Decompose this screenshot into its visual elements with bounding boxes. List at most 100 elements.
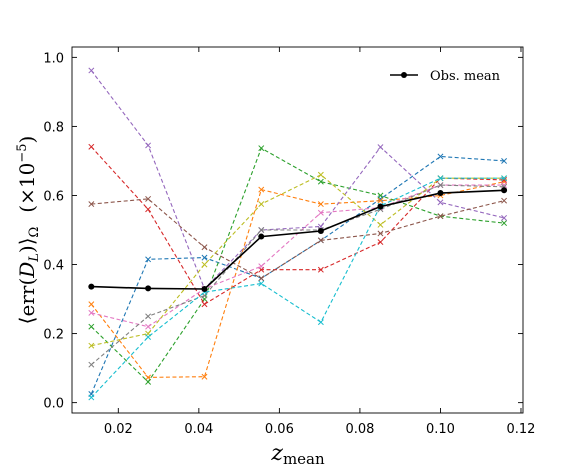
x-axis-label: zmean [270,441,325,465]
legend-label: Obs. mean [430,69,501,84]
series-6-point [317,237,324,244]
series-3-point [88,323,95,330]
series-4-point [201,301,208,308]
series-2-point [88,301,95,308]
x-tick-label: 0.12 [507,422,536,437]
series-7-point [258,263,265,270]
series-4-point [377,239,384,246]
series-4-point [317,266,324,273]
series-2-point [377,197,384,204]
plot-frame [71,46,524,414]
series-5-point [145,142,152,149]
mean-series-point [258,233,265,240]
series-9-point [258,201,265,208]
series-6-point [88,201,95,208]
series-10-point [145,334,152,340]
y-axis-label: ⟨err(DL)⟩Ω (×10−5) [15,136,42,325]
series-6-point [258,275,265,282]
series-5-point [437,199,444,206]
series-1-point [201,254,208,261]
series-1-point [501,157,508,164]
series-6-point [145,195,152,202]
series-2-point [258,186,265,193]
x-axis-label-sub: mean [283,450,325,465]
mean-series-point [377,203,384,210]
series-4-point [88,143,95,150]
series-line-6 [91,198,505,279]
series-10-point [317,319,324,326]
series-8-point [437,182,444,189]
series-line-3 [90,147,505,383]
series-10-point [501,175,508,182]
series-7-point [317,209,324,216]
y-axis-label-paren: ) [15,136,39,144]
series-line-2 [90,181,505,378]
legend-marker [401,72,407,78]
y-axis-label-open: ⟨err( [15,278,39,325]
series-2-point [145,374,152,381]
series-5-point [88,67,95,74]
series-10-point [88,394,95,401]
mean-series-point [88,283,95,290]
x-tick-label: 0.04 [184,422,213,437]
mean-series-point [145,285,152,292]
y-tick-label: 0.6 [43,189,64,204]
series-3-point [145,378,152,385]
mean-series-point [317,228,324,235]
mean-series-point [501,187,508,194]
x-tick-label: 0.10 [426,422,455,437]
y-axis-label-close: )⟩ [15,237,39,253]
series-5-point [377,144,384,151]
mean-series-point [437,190,444,197]
y-tick-label: 0.4 [43,259,64,274]
series-5-point [501,214,508,221]
x-tick-label: 0.08 [345,422,374,437]
y-axis-label-exp: −5 [15,143,30,162]
series-line-5 [90,70,505,290]
legend: Obs. mean [390,69,501,84]
series-line-4 [90,146,505,305]
series-10-point [437,175,444,182]
y-axis-label-d: D [15,262,39,279]
series-8-point [88,361,95,368]
axis-ticks: 0.02 0.04 0.06 0.08 0.10 0.12 0.0 0.2 0.4 0.6 0.8 1… [43,47,535,437]
series-9-point [377,221,384,228]
series-3-point [377,192,384,199]
y-tick-label: 0.0 [43,397,64,412]
mean-series-layer [88,187,508,293]
series-9-point [88,342,95,349]
y-tick-label: 1.0 [43,51,64,66]
series-9-point [201,261,208,268]
y-axis-label-mult: (×10 [15,163,39,213]
series-8-point [145,313,152,320]
series-line-8 [90,184,505,366]
series-6-point [377,230,384,237]
y-axis-label-l: L [27,253,42,263]
series-4-point [145,206,152,213]
series-line-9 [91,174,505,347]
mean-series-line [91,189,505,290]
series-2-point [201,373,208,380]
mean-series-point [201,286,208,293]
x-tick-label: 0.02 [104,422,133,437]
series-line-7 [91,184,505,328]
series-6-point [501,197,508,204]
series-1-point [437,153,444,160]
series-9-point [317,171,324,178]
series-2-point [317,201,324,208]
series-7-point [145,323,152,330]
series-10-point [258,280,265,287]
series-6-point [437,213,444,220]
series-1-point [145,256,152,263]
series-7-point [88,309,95,316]
series-3-point [501,220,508,227]
series-3-point [258,145,265,152]
series-8-point [258,227,265,233]
x-tick-label: 0.06 [265,422,294,437]
series-3-point [317,178,324,185]
y-tick-label: 0.8 [43,120,64,135]
series-6-point [201,244,208,251]
y-tick-label: 0.2 [43,328,64,343]
series-line-10 [90,177,505,398]
